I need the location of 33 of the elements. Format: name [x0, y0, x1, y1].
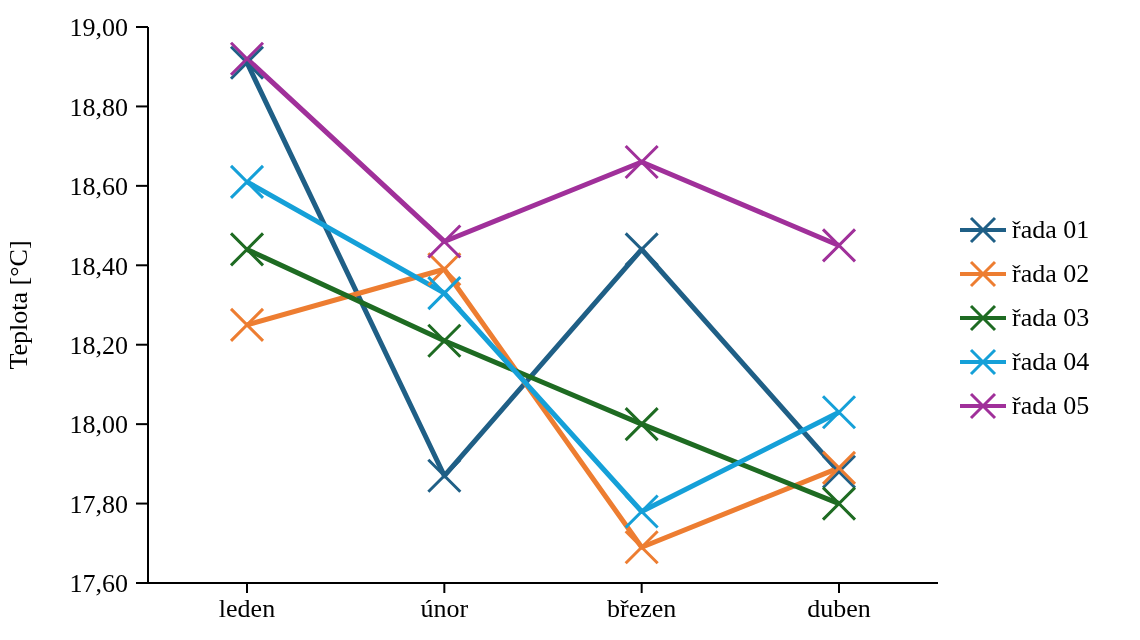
point [821, 227, 857, 263]
point [624, 494, 660, 530]
x-tick-label: leden [218, 594, 276, 624]
x-tick-label: únor [420, 594, 469, 624]
point [426, 323, 462, 359]
point [229, 164, 265, 200]
y-tick-label: 18,60 [69, 172, 128, 202]
x-tick-label: březen [607, 594, 677, 624]
point [624, 529, 660, 565]
point [426, 275, 462, 311]
point [624, 144, 660, 180]
legend-label: řada 04 [1012, 347, 1090, 377]
legend-label: řada 03 [1012, 303, 1090, 333]
y-tick-label: 17,60 [69, 569, 128, 599]
y-tick-label: 19,00 [69, 13, 128, 43]
y-axis-title: Teplota [°C] [4, 240, 34, 370]
legend-label: řada 05 [1012, 391, 1090, 421]
point [624, 231, 660, 267]
y-tick-label: 18,00 [69, 410, 128, 440]
point [624, 406, 660, 442]
point [229, 307, 265, 343]
y-tick-label: 17,80 [69, 489, 128, 519]
legend-label: řada 02 [1012, 259, 1090, 289]
y-tick-label: 18,80 [69, 92, 128, 122]
point [229, 231, 265, 267]
y-tick-label: 18,40 [69, 251, 128, 281]
legend-label: řada 01 [1012, 215, 1090, 245]
y-tick-label: 18,20 [69, 330, 128, 360]
point [426, 223, 462, 259]
point [821, 394, 857, 430]
x-tick-label: duben [807, 594, 871, 624]
point [821, 486, 857, 522]
point [426, 458, 462, 494]
